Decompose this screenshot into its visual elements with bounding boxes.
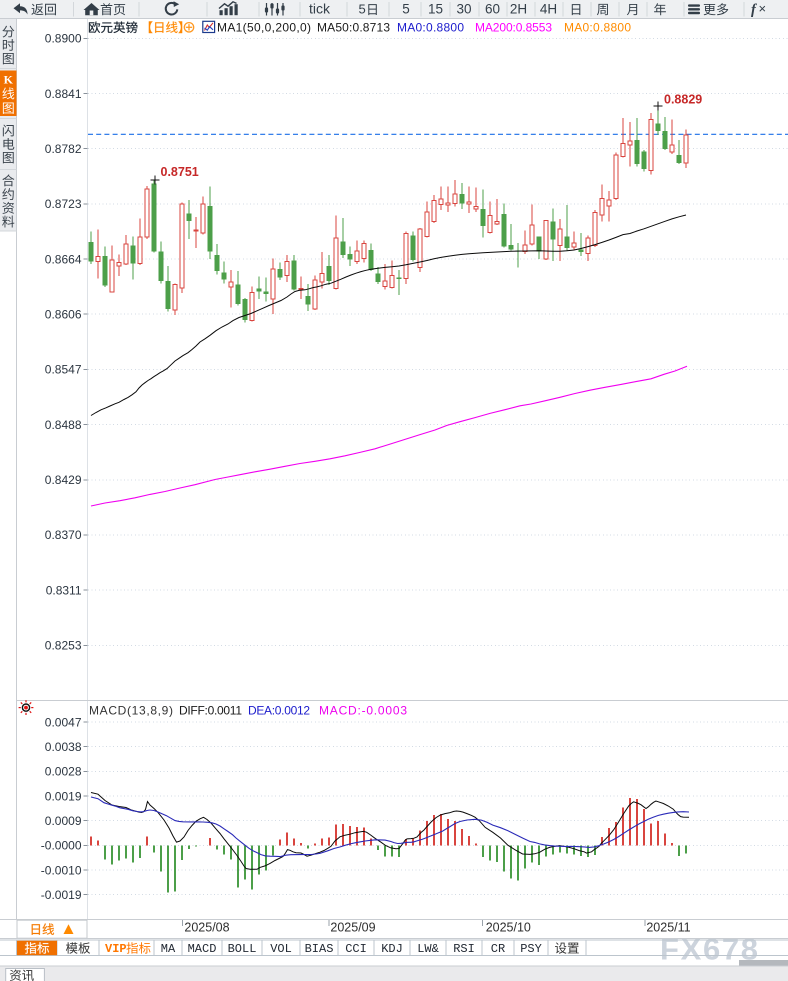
svg-text:CR: CR: [491, 942, 505, 956]
svg-text:-0.0010: -0.0010: [41, 863, 82, 877]
svg-text:-0.0019: -0.0019: [41, 888, 82, 902]
svg-text:-0.0000: -0.0000: [41, 839, 82, 853]
svg-text:2025/09: 2025/09: [330, 921, 375, 935]
svg-text:0.8370: 0.8370: [45, 528, 82, 542]
svg-text:5: 5: [402, 1, 410, 16]
svg-text:0.0019: 0.0019: [45, 789, 82, 803]
svg-text:0.0038: 0.0038: [45, 740, 82, 754]
svg-text:CCI: CCI: [345, 942, 367, 956]
svg-text:0.8664: 0.8664: [45, 252, 82, 266]
svg-text:0.0028: 0.0028: [45, 765, 82, 779]
svg-text:0.8429: 0.8429: [45, 473, 82, 487]
svg-text:0.0047: 0.0047: [45, 715, 82, 729]
svg-text:MA1(50,0,200,0): MA1(50,0,200,0): [217, 21, 311, 35]
svg-text:K: K: [4, 73, 14, 87]
svg-text:×: ×: [759, 1, 767, 16]
svg-text:2025/11: 2025/11: [646, 921, 690, 935]
svg-text:0.8829: 0.8829: [664, 93, 702, 107]
svg-text:15: 15: [428, 1, 443, 16]
svg-text:LW&: LW&: [417, 942, 439, 956]
svg-text:f: f: [751, 2, 758, 18]
svg-text:0.8311: 0.8311: [46, 583, 82, 597]
svg-text:MA: MA: [161, 942, 176, 956]
svg-text:0.8841: 0.8841: [45, 87, 82, 101]
svg-text:MA0:0.8800: MA0:0.8800: [564, 21, 631, 35]
svg-text:RSI: RSI: [453, 942, 475, 956]
svg-text:0.8900: 0.8900: [45, 32, 82, 46]
svg-text:tick: tick: [309, 1, 331, 17]
svg-text:MA0:0.8800: MA0:0.8800: [397, 21, 464, 35]
svg-text:MACD(13,8,9): MACD(13,8,9): [89, 703, 173, 717]
svg-text:MACD:-0.0003: MACD:-0.0003: [319, 703, 407, 717]
svg-text:2H: 2H: [510, 1, 527, 16]
svg-text:0.8782: 0.8782: [45, 142, 82, 156]
svg-text:60: 60: [485, 1, 500, 16]
svg-text:0.8547: 0.8547: [45, 363, 82, 377]
svg-text:DIFF:0.0011: DIFF:0.0011: [179, 703, 242, 717]
svg-text:KDJ: KDJ: [381, 942, 403, 956]
svg-text:30: 30: [456, 1, 471, 16]
svg-text:VIP: VIP: [105, 942, 127, 956]
svg-text:0.0009: 0.0009: [45, 814, 82, 828]
svg-text:5: 5: [359, 1, 366, 16]
svg-text:DEA:0.0012: DEA:0.0012: [248, 703, 310, 717]
svg-text:PSY: PSY: [520, 942, 542, 956]
svg-text:2025/10: 2025/10: [486, 921, 531, 935]
svg-text:0.8723: 0.8723: [45, 197, 82, 211]
svg-text:MACD: MACD: [188, 942, 217, 956]
svg-text:0.8253: 0.8253: [45, 639, 82, 653]
svg-text:4H: 4H: [540, 1, 557, 16]
svg-text:VOL: VOL: [270, 942, 292, 956]
svg-text:BOLL: BOLL: [228, 942, 257, 956]
svg-text:0.8606: 0.8606: [45, 308, 82, 322]
svg-text:MA200:0.8553: MA200:0.8553: [475, 21, 552, 35]
svg-text:MA50:0.8713: MA50:0.8713: [317, 21, 390, 35]
svg-text:BIAS: BIAS: [305, 942, 334, 956]
svg-text:0.8488: 0.8488: [45, 418, 82, 432]
svg-text:0.8751: 0.8751: [161, 165, 199, 179]
svg-text:2025/08: 2025/08: [184, 921, 229, 935]
